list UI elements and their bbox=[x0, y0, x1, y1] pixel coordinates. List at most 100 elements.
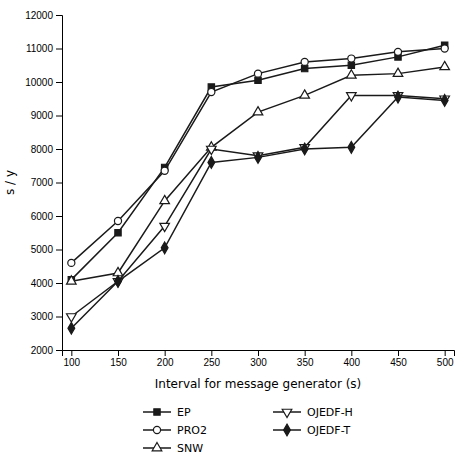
y-tick-mark bbox=[56, 250, 62, 251]
x-tick-label: 150 bbox=[110, 357, 127, 368]
x-tick: 400 bbox=[343, 350, 360, 368]
point bbox=[68, 259, 75, 266]
x-tick: 450 bbox=[390, 350, 407, 368]
x-tick-mark bbox=[258, 350, 259, 356]
y-tick: 3000 bbox=[31, 311, 62, 322]
legend-item: OJEDF-H bbox=[273, 406, 353, 419]
y-tick-label: 11000 bbox=[26, 43, 54, 54]
legend-label: PRO2 bbox=[177, 424, 207, 437]
legend-item: EP bbox=[143, 406, 191, 419]
x-tick: 150 bbox=[110, 350, 127, 368]
x-tick-mark bbox=[351, 350, 352, 356]
y-tick: 12000 bbox=[25, 10, 62, 21]
y-tick: 7000 bbox=[31, 177, 62, 188]
point bbox=[348, 55, 355, 62]
y-tick-label: 12000 bbox=[25, 10, 53, 21]
point bbox=[440, 61, 450, 69]
y-tick-label: 10000 bbox=[25, 77, 53, 88]
x-tick-mark bbox=[211, 350, 212, 356]
x-tick: 200 bbox=[157, 350, 174, 368]
y-tick-label: 4000 bbox=[31, 278, 54, 289]
y-tick-mark bbox=[56, 183, 62, 184]
y-tick: 9000 bbox=[31, 110, 62, 121]
point bbox=[395, 91, 402, 103]
x-axis: 100150200250300350400450500 bbox=[63, 350, 455, 368]
point bbox=[115, 275, 122, 287]
x-axis-line bbox=[63, 351, 455, 357]
point bbox=[394, 48, 401, 55]
legend-marker bbox=[153, 426, 160, 433]
legend-marker bbox=[282, 409, 292, 417]
y-tick: 2000 bbox=[31, 345, 62, 356]
legend-item: SNW bbox=[143, 442, 203, 455]
series-line bbox=[71, 49, 444, 263]
point bbox=[114, 217, 121, 224]
legend-label: EP bbox=[177, 406, 191, 419]
y-axis-title: s / y bbox=[3, 170, 17, 195]
y-tick-mark bbox=[56, 49, 62, 50]
point bbox=[208, 157, 215, 169]
point bbox=[301, 143, 308, 155]
point bbox=[393, 68, 403, 76]
y-tick-mark bbox=[56, 82, 62, 83]
point bbox=[254, 70, 261, 77]
y-tick-label: 2000 bbox=[31, 345, 54, 356]
y-tick-label: 7000 bbox=[31, 177, 54, 188]
x-tick-label: 350 bbox=[297, 357, 314, 368]
x-tick-mark bbox=[305, 350, 306, 356]
legend-label: OJEDF-T bbox=[307, 424, 351, 437]
point bbox=[348, 62, 354, 68]
x-axis-title: Interval for message generator (s) bbox=[155, 377, 362, 391]
series-line bbox=[71, 97, 444, 328]
point bbox=[441, 95, 448, 107]
point bbox=[160, 195, 170, 203]
series-line bbox=[71, 95, 444, 316]
y-axis-line bbox=[56, 16, 63, 351]
x-tick-label: 200 bbox=[157, 357, 174, 368]
point bbox=[347, 70, 357, 78]
y-tick-label: 6000 bbox=[31, 211, 54, 222]
y-tick: 11000 bbox=[26, 43, 62, 54]
series-line bbox=[71, 45, 444, 280]
chart: 1001502002503003504004505002000300040005… bbox=[0, 0, 474, 474]
point bbox=[348, 141, 355, 153]
point bbox=[207, 146, 217, 154]
y-tick-mark bbox=[56, 216, 62, 217]
x-tick-mark bbox=[445, 350, 446, 356]
y-tick-mark bbox=[56, 149, 62, 150]
series bbox=[68, 91, 448, 334]
x-tick: 350 bbox=[297, 350, 314, 368]
x-tick-mark bbox=[165, 350, 166, 356]
y-tick-label: 3000 bbox=[31, 311, 54, 322]
legend-marker bbox=[154, 409, 160, 415]
x-tick-mark bbox=[118, 350, 119, 356]
y-tick-label: 9000 bbox=[31, 110, 54, 121]
y-tick-mark bbox=[56, 283, 62, 284]
point bbox=[255, 151, 262, 163]
x-tick-label: 500 bbox=[437, 357, 454, 368]
x-tick: 250 bbox=[203, 350, 220, 368]
y-tick-label: 5000 bbox=[31, 244, 54, 255]
series bbox=[67, 93, 450, 322]
point bbox=[208, 88, 215, 95]
series bbox=[68, 42, 448, 283]
point bbox=[253, 107, 263, 115]
y-tick: 8000 bbox=[31, 144, 62, 155]
y-tick: 6000 bbox=[31, 211, 62, 222]
y-tick-mark bbox=[56, 116, 62, 117]
point bbox=[300, 90, 310, 98]
x-tick: 500 bbox=[437, 350, 454, 368]
y-tick-label: 8000 bbox=[31, 144, 54, 155]
point bbox=[68, 322, 75, 334]
point bbox=[255, 77, 261, 83]
x-tick-label: 250 bbox=[203, 357, 220, 368]
point bbox=[115, 230, 121, 236]
series bbox=[68, 45, 448, 267]
point bbox=[301, 58, 308, 65]
plot: 1001502002503003504004505002000300040005… bbox=[3, 10, 455, 391]
legend-item: PRO2 bbox=[143, 424, 207, 437]
legend-label: SNW bbox=[177, 442, 203, 455]
point bbox=[302, 65, 308, 71]
point bbox=[161, 167, 168, 174]
x-tick-mark bbox=[398, 350, 399, 356]
